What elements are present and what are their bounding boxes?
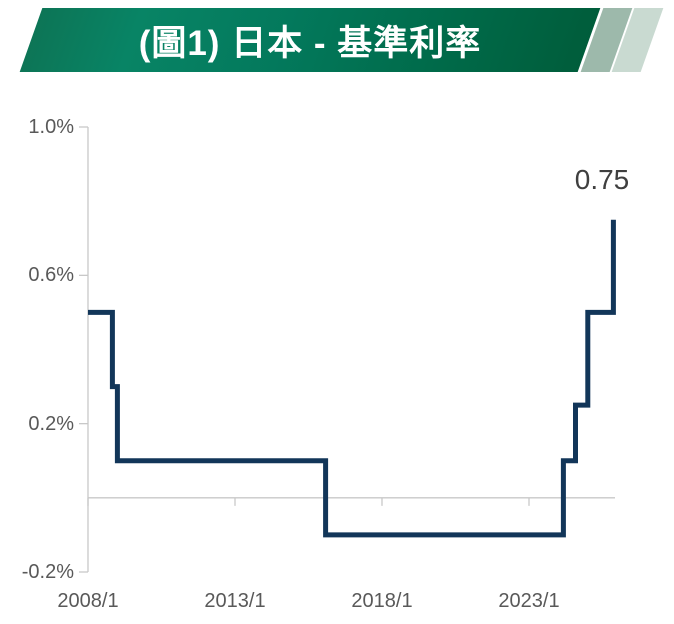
- x-tick-label: 2008/1: [57, 590, 119, 612]
- x-tick-label: 2023/1: [498, 590, 560, 612]
- rate-line: [88, 219, 616, 538]
- last-value-label: 0.75: [574, 164, 630, 195]
- chart-title: (圖1) 日本 - 基準利率: [138, 23, 482, 63]
- x-tick-label: 2013/1: [204, 590, 266, 612]
- y-tick-label: -0.2%: [21, 561, 74, 583]
- y-tick-label: 0.6%: [28, 264, 74, 287]
- x-tick-label: 2018/1: [351, 590, 413, 612]
- y-tick-label: 1.0%: [28, 116, 74, 138]
- y-tick-label: 0.2%: [28, 412, 74, 435]
